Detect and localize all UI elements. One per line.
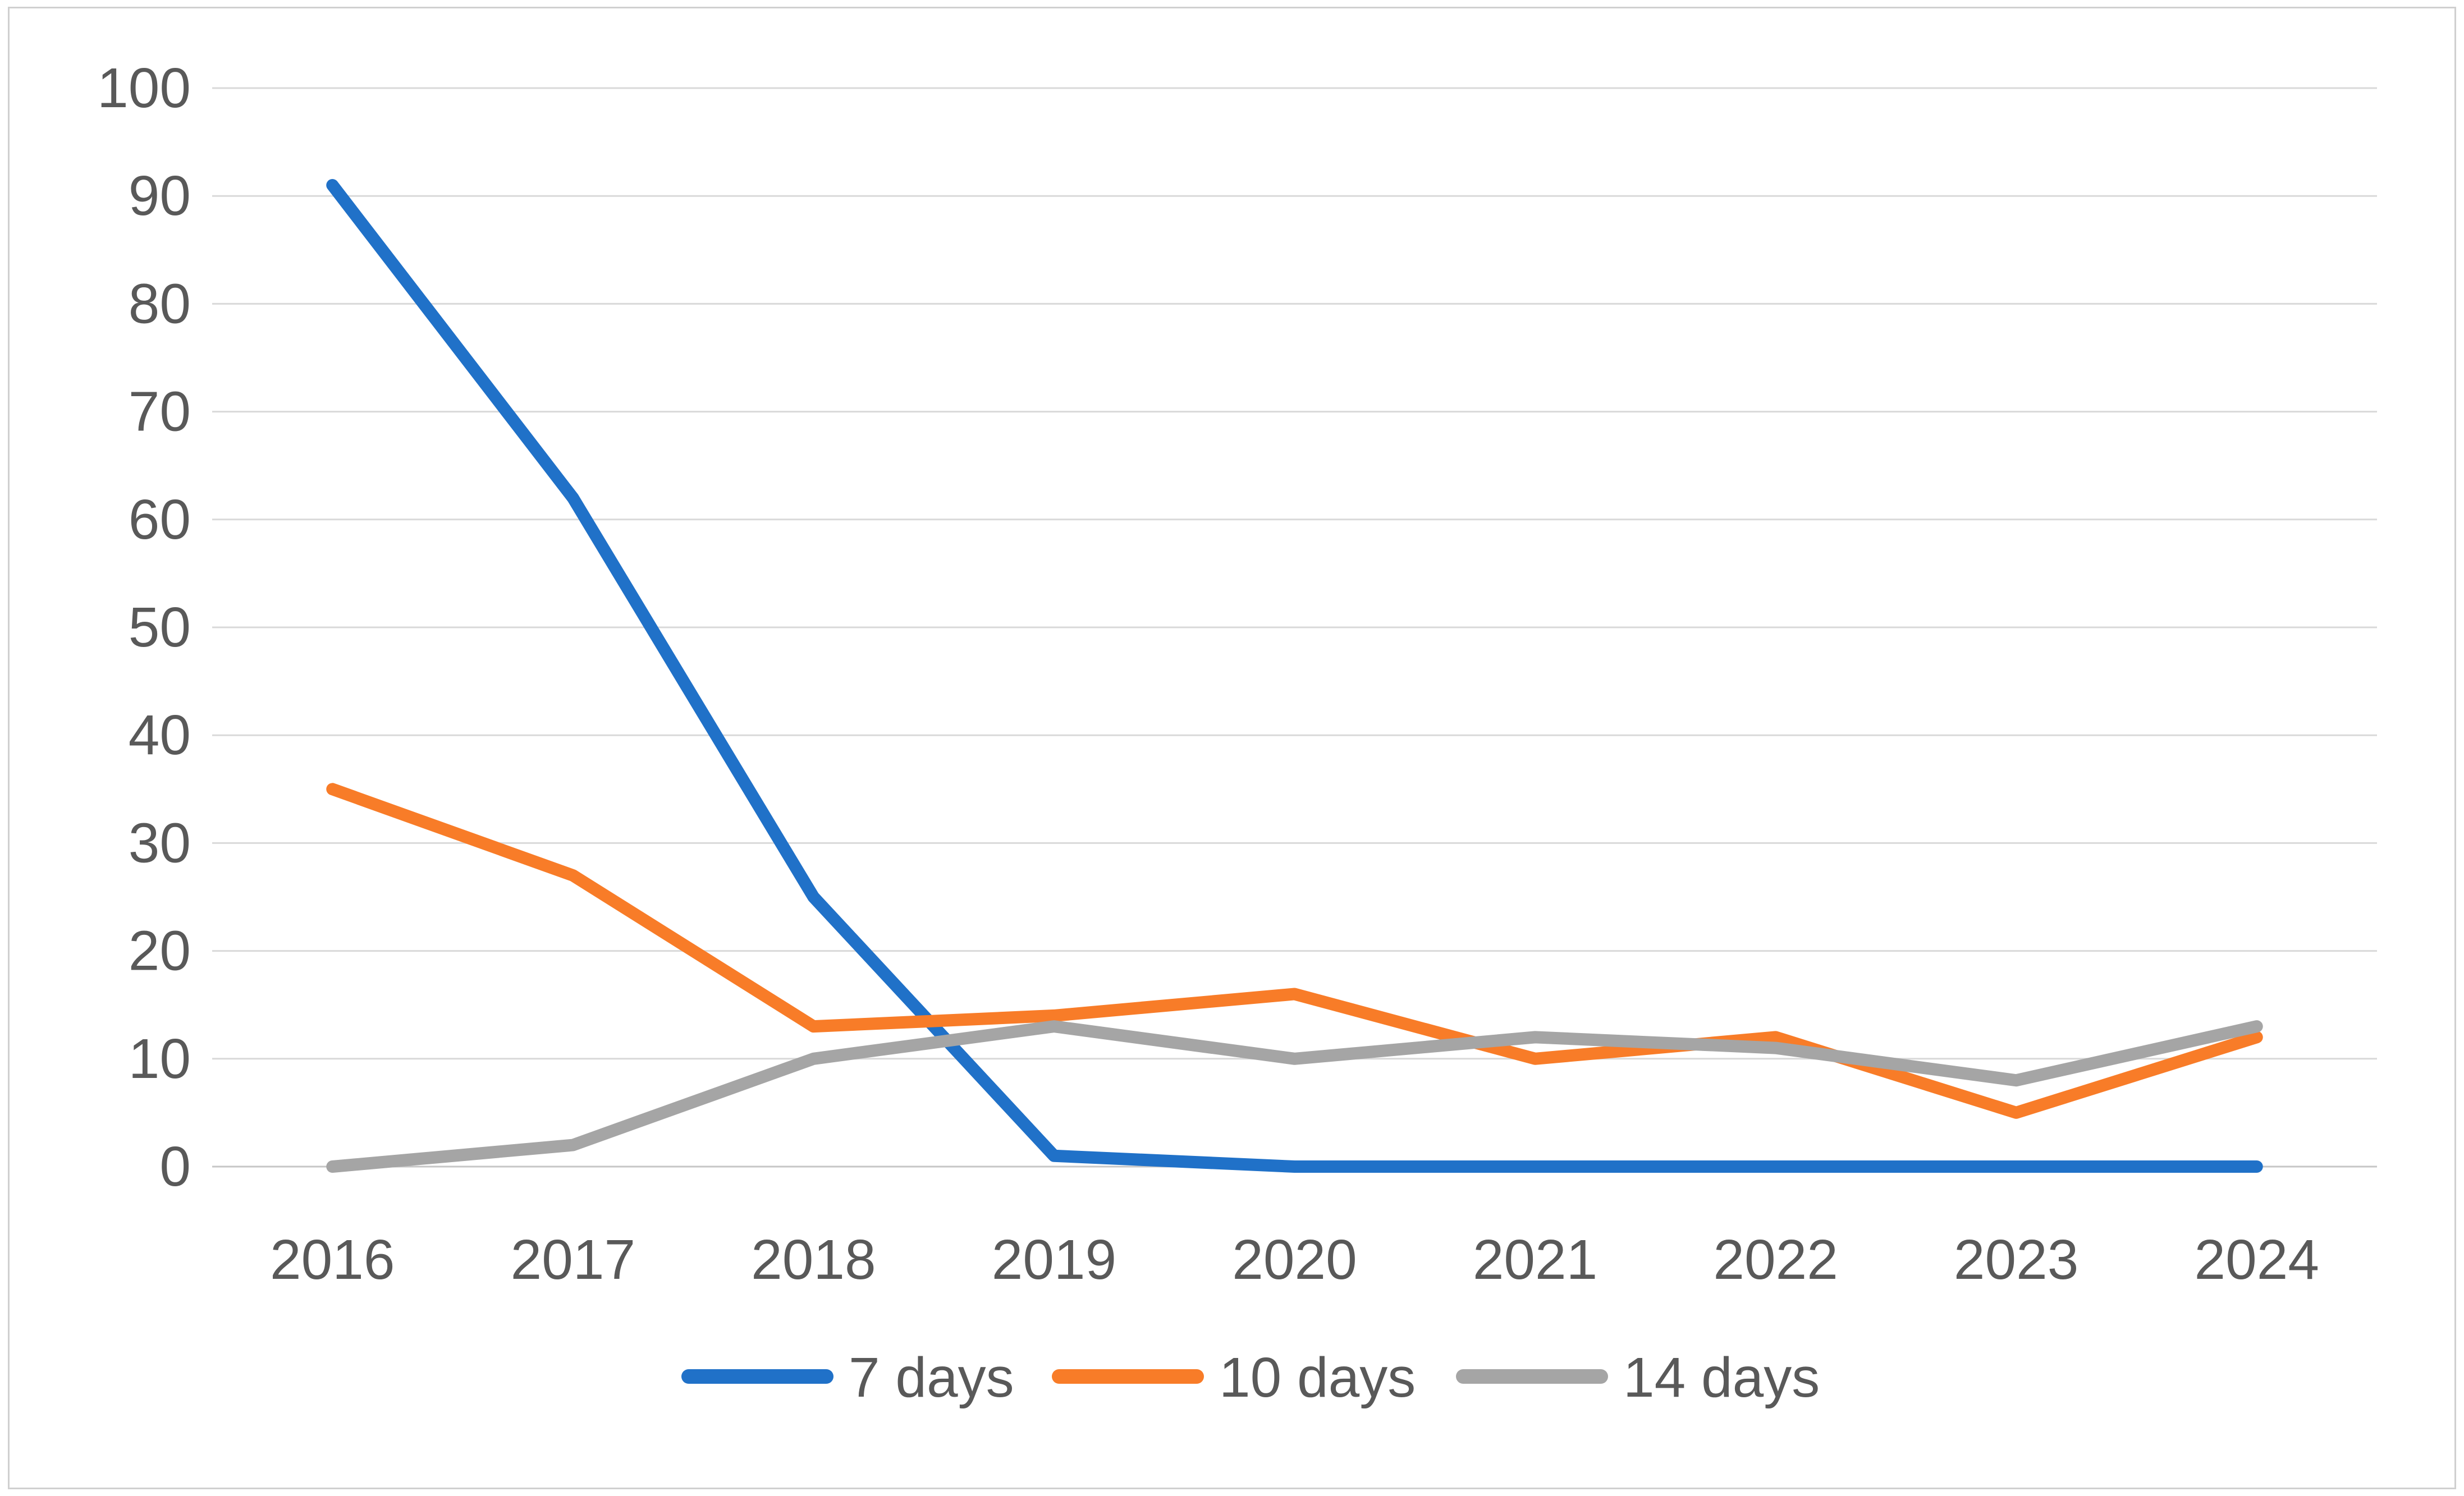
y-tick-label: 90 bbox=[129, 164, 191, 227]
y-tick-label: 30 bbox=[129, 811, 191, 874]
y-tick-label: 60 bbox=[129, 488, 191, 551]
y-tick-label: 70 bbox=[129, 380, 191, 443]
series-line-7-days bbox=[326, 178, 2263, 1173]
y-tick-label: 0 bbox=[159, 1135, 191, 1198]
y-tick-label: 50 bbox=[129, 596, 191, 659]
x-tick-label: 2016 bbox=[270, 1228, 395, 1291]
x-tick-label: 2020 bbox=[1232, 1228, 1357, 1291]
x-tick-label: 2022 bbox=[1713, 1228, 1838, 1291]
y-tick-label: 80 bbox=[129, 272, 191, 335]
x-tick-label: 2019 bbox=[992, 1228, 1116, 1291]
legend-label: 10 days bbox=[1219, 1346, 1416, 1409]
y-tick-label: 10 bbox=[129, 1027, 191, 1090]
y-tick-label: 20 bbox=[129, 920, 191, 983]
legend-label: 7 days bbox=[849, 1346, 1014, 1409]
x-tick-label: 2017 bbox=[511, 1228, 635, 1291]
series-line-10-days bbox=[326, 783, 2263, 1119]
x-tick-label: 2023 bbox=[1954, 1228, 2078, 1291]
series-line-14-days bbox=[326, 1020, 2263, 1173]
y-tick-label: 40 bbox=[129, 704, 191, 767]
line-chart: 0 10 20 30 40 50 60 70 80 90 100 2016 2017 2018 2019 20… bbox=[97, 57, 2377, 1409]
x-tick-label: 2018 bbox=[751, 1228, 876, 1291]
chart-figure: 0 10 20 30 40 50 60 70 80 90 100 2016 2017 2018 2019 20… bbox=[8, 7, 2456, 1489]
legend-label: 14 days bbox=[1623, 1346, 1820, 1409]
x-tick-label: 2024 bbox=[2194, 1228, 2319, 1291]
y-tick-label: 100 bbox=[97, 57, 191, 120]
x-tick-label: 2021 bbox=[1473, 1228, 1597, 1291]
